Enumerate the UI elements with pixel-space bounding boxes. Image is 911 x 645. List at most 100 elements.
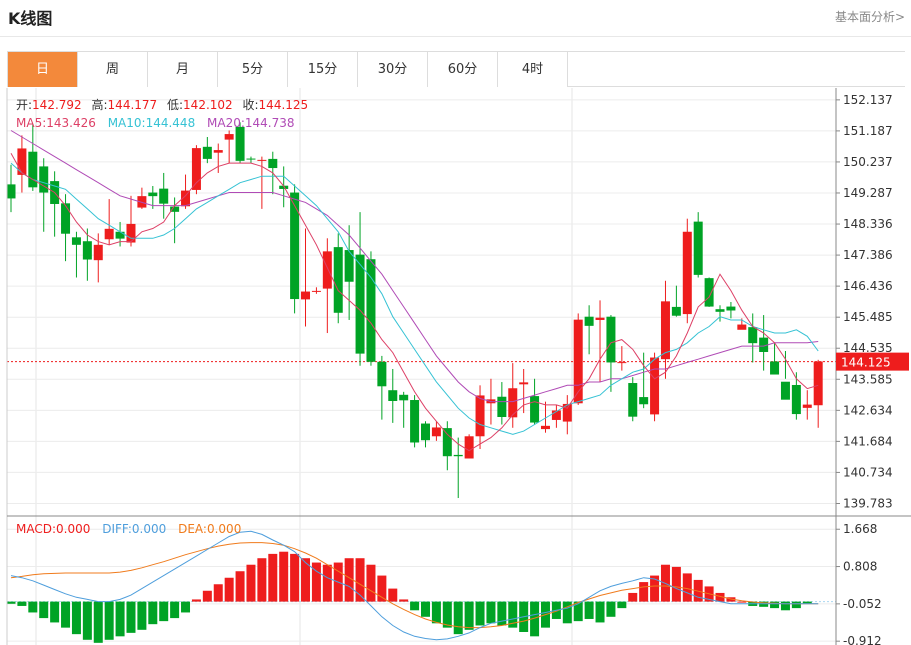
tab-month[interactable]: 月 [148,52,218,87]
candle-body [748,327,758,344]
candle-body [115,231,125,239]
candle [573,313,583,405]
candle-body [333,247,343,313]
candle [344,225,354,320]
candle-body [682,231,692,315]
macd-tick-label: 1.668 [843,522,877,536]
macd-bar [6,601,16,604]
candle-body [759,337,769,352]
macd-bar [322,564,332,602]
macd-bar [290,553,300,602]
macd-bar [486,601,496,624]
candle [759,315,769,371]
price-tick-label: 139.783 [843,496,893,510]
macd-bar [279,551,289,602]
macd-bar [181,601,191,613]
last-price-tag [836,352,909,371]
macd-bar [508,601,518,628]
candle [726,302,736,319]
candle [802,390,812,420]
candle [355,212,365,366]
candle [748,313,758,363]
macd-bar [737,601,747,603]
candle-body [617,362,627,364]
candle-body [464,436,474,459]
candle [191,145,201,195]
candle [82,228,92,281]
macd-bar [82,601,92,640]
price-tick-label: 152.137 [843,93,893,107]
macd-bar [311,562,321,602]
macd-bar [595,601,605,623]
candle-body [431,427,441,437]
tab-day[interactable]: 日 [8,52,78,87]
fundamental-analysis-link[interactable]: 基本面分析> [834,10,905,24]
candle [246,156,256,164]
candle-body [802,404,812,408]
candle [104,199,114,245]
candle [202,137,212,164]
candle-body [399,394,409,401]
candle [137,187,147,209]
tab-4hour[interactable]: 4时 [498,52,568,87]
candle [628,377,638,422]
candle [93,233,103,283]
candle-body [573,319,583,404]
macd-bar [50,601,60,623]
axes: 152.137 151.187 150.237 149.287 148.336 147.3… [6,88,911,645]
candle-body [770,361,780,375]
candle-body [540,425,550,430]
header-divider [0,36,911,37]
macd-bar [780,601,790,611]
candle [704,277,714,307]
macd-tick-label: 0.808 [843,560,877,574]
price-tick-label: 144.535 [843,341,893,355]
macd-bar [104,601,114,640]
candle-body [202,146,212,159]
candle-body [191,148,201,190]
tab-week[interactable]: 周 [78,52,148,87]
open-info: 开:142.792 高:144.177 低:142.102 收:144.125 [16,97,308,112]
candle [61,194,71,262]
candle-body [82,241,92,260]
candle-body [410,400,420,443]
ma5-line [10,153,819,452]
candlestick-series [6,122,823,499]
candle-body [71,237,81,245]
price-tick-label: 146.436 [843,279,893,293]
macd-bar [475,601,485,626]
candle-body [39,166,49,193]
candle-body [344,250,354,282]
tab-15min[interactable]: 15分 [288,52,358,87]
macd-bar [606,601,616,617]
candle-body [737,324,747,330]
tab-30min[interactable]: 30分 [358,52,428,87]
candle-body [388,390,398,401]
candle-body [671,306,681,316]
dif-line [10,530,819,641]
candle-body [159,188,169,204]
candle [148,186,158,209]
price-tick-label: 140.734 [843,465,893,479]
candle [290,184,300,314]
candle-body [562,403,572,422]
macd-bar [268,553,278,602]
macd-bar [399,599,409,602]
tab-5min[interactable]: 5分 [218,52,288,87]
candle [224,130,234,164]
candle [650,352,660,422]
candle-body [595,317,605,320]
candle-body [715,309,725,312]
macd-series [6,530,836,643]
candle [791,372,801,420]
candle [322,238,332,334]
candle [388,368,398,423]
candle-body [104,228,114,240]
tab-60min[interactable]: 60分 [428,52,498,87]
macd-bar [301,558,311,602]
macd-bar [224,577,234,602]
macd-bar [497,601,507,626]
macd-bar [71,601,81,635]
candle [257,156,267,209]
candle-body [311,290,321,292]
